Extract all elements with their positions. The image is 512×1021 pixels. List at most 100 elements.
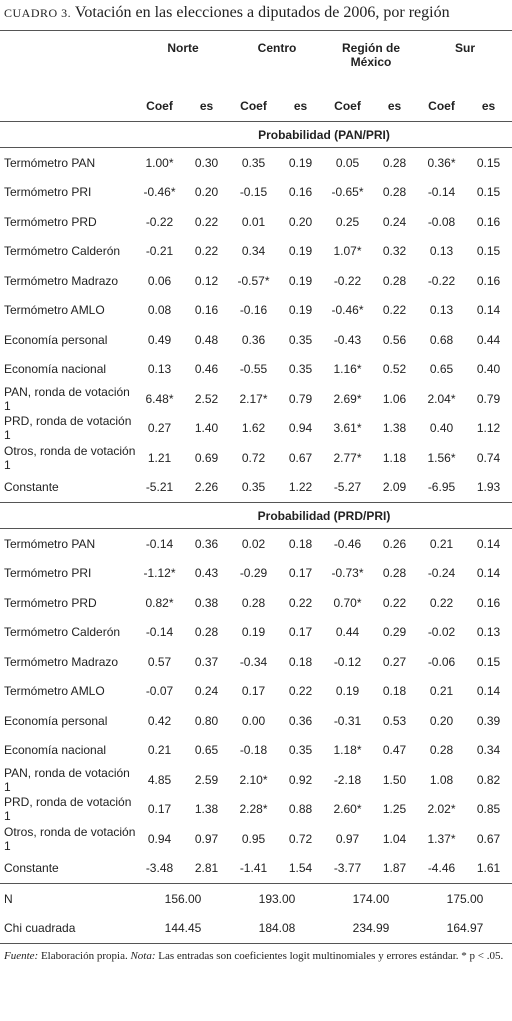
value-cell: 1.04 [382, 831, 407, 846]
row-label: PAN, ronda de votación 1 [4, 765, 130, 794]
value-cell: 0.13 [429, 303, 454, 318]
data-row: Termómetro Madrazo 0.57 0.37 -0.34 0.18 -0.12… [0, 647, 512, 677]
value-cell: -0.18 [239, 743, 268, 758]
value-cell: 0.30 [194, 155, 219, 170]
value-cell: -4.46 [427, 861, 456, 876]
value-cell: -0.31 [333, 713, 362, 728]
value-cell: 0.15 [476, 185, 501, 200]
value-cell: -0.21 [145, 244, 174, 259]
value-cell: 0.16 [476, 214, 501, 229]
value-cell: -0.16 [239, 303, 268, 318]
title-text: Votación en las elecciones a diputados d… [74, 4, 450, 21]
value-cell: 1.12 [476, 421, 501, 436]
value-cell: 1.06 [382, 391, 407, 406]
value-cell: 0.47 [382, 743, 407, 758]
data-row: Economía personal 0.42 0.80 0.00 0.36 -0.31 0.… [0, 706, 512, 736]
value-cell: 0.29 [382, 625, 407, 640]
value-cell: 2.52 [194, 391, 219, 406]
data-row: Constante -3.48 2.81 -1.41 1.54 -3.77 1.87 -4.4… [0, 854, 512, 884]
value-cell: 0.19 [288, 303, 313, 318]
value-cell: -0.08 [427, 214, 456, 229]
value-cell: -0.22 [427, 273, 456, 288]
value-cell: -0.65* [331, 185, 364, 200]
data-row: Otros, ronda de votación 1 0.94 0.97 0.95 0.… [0, 824, 512, 854]
value-cell: 0.36* [427, 155, 456, 170]
value-cell: 0.12 [194, 273, 219, 288]
value-cell: 0.40 [429, 421, 454, 436]
value-cell: 0.26 [382, 536, 407, 551]
value-cell: -0.14 [427, 185, 456, 200]
subheader: Coef [334, 99, 361, 113]
value-cell: 0.20 [288, 214, 313, 229]
section-header-row: Probabilidad (PAN/PRI) [0, 121, 512, 148]
value-cell: -1.12* [143, 566, 176, 581]
value-cell: 0.34 [476, 743, 501, 758]
summary-cell: 164.97 [418, 913, 512, 944]
value-cell: 2.77* [333, 450, 362, 465]
section-title: Probabilidad (PAN/PRI) [136, 121, 512, 148]
value-cell: 0.22 [288, 684, 313, 699]
value-cell: 0.48 [194, 332, 219, 347]
value-cell: 1.21 [147, 450, 172, 465]
subheader: es [293, 99, 308, 113]
data-row: Termómetro PRI -0.46* 0.20 -0.15 0.16 -0.65* 0… [0, 178, 512, 208]
title-label: CUADRO 3. [4, 6, 72, 20]
subheader: Coef [240, 99, 267, 113]
value-cell: 0.80 [194, 713, 219, 728]
value-cell: 0.17 [288, 566, 313, 581]
value-cell: 0.79 [476, 391, 501, 406]
data-row: Termómetro PAN 1.00* 0.30 0.35 0.19 0.05 0.28 0… [0, 148, 512, 178]
value-cell: 2.28* [239, 802, 268, 817]
value-cell: -0.29 [239, 566, 268, 581]
value-cell: 0.82* [145, 595, 174, 610]
value-cell: 1.22 [288, 480, 313, 495]
value-cell: 0.35 [241, 155, 266, 170]
row-label: Economía personal [4, 713, 108, 728]
value-cell: 0.74 [476, 450, 501, 465]
value-cell: -0.46 [333, 536, 362, 551]
data-row: Termómetro Calderón -0.14 0.28 0.19 0.17 0.44… [0, 618, 512, 648]
value-cell: 1.38 [382, 421, 407, 436]
value-cell: 2.04* [427, 391, 456, 406]
value-cell: 1.16* [333, 362, 362, 377]
value-cell: 0.19 [288, 155, 313, 170]
value-cell: -5.21 [145, 480, 174, 495]
value-cell: 2.09 [382, 480, 407, 495]
value-cell: 0.28 [429, 743, 454, 758]
region-header: Región de México [341, 41, 400, 69]
value-cell: 0.72 [288, 831, 313, 846]
value-cell: 0.35 [288, 332, 313, 347]
row-label: Termómetro PAN [4, 155, 96, 170]
value-cell: 0.85 [476, 802, 501, 817]
value-cell: 0.16 [194, 303, 219, 318]
data-row: PAN, ronda de votación 1 4.85 2.59 2.10* 0.9… [0, 765, 512, 795]
value-cell: -0.14 [145, 625, 174, 640]
summary-cell: 193.00 [230, 883, 324, 914]
value-cell: -0.02 [427, 625, 456, 640]
value-cell: 0.34 [241, 244, 266, 259]
subheader: Coef [146, 99, 173, 113]
value-cell: 0.68 [429, 332, 454, 347]
value-cell: 0.28 [194, 625, 219, 640]
value-cell: 0.19 [241, 625, 266, 640]
value-cell: 0.97 [335, 831, 360, 846]
value-cell: 0.94 [147, 831, 172, 846]
region-header: Centro [257, 41, 297, 55]
value-cell: 1.18 [382, 450, 407, 465]
data-row: Termómetro Madrazo 0.06 0.12 -0.57* 0.19 -0.2… [0, 266, 512, 296]
value-cell: 0.22 [382, 303, 407, 318]
value-cell: 1.08 [429, 772, 454, 787]
row-label: Termómetro PRI [4, 185, 92, 200]
value-cell: -0.22 [333, 273, 362, 288]
value-cell: -1.41 [239, 861, 268, 876]
value-cell: 0.17 [288, 625, 313, 640]
value-cell: -0.12 [333, 654, 362, 669]
value-cell: 1.62 [241, 421, 266, 436]
value-cell: 0.17 [241, 684, 266, 699]
summary-cell: 156.00 [136, 883, 230, 914]
value-cell: 0.22 [194, 214, 219, 229]
value-cell: 1.56* [427, 450, 456, 465]
value-cell: -0.06 [427, 654, 456, 669]
value-cell: 0.35 [288, 743, 313, 758]
